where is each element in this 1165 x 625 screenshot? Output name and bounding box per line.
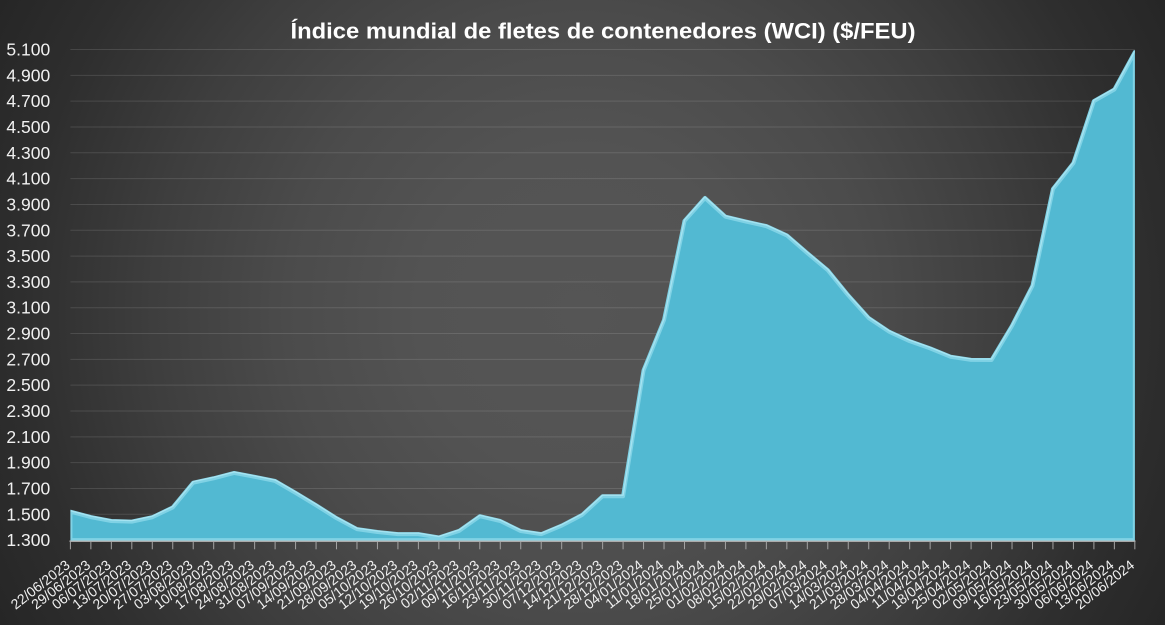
svg-text:4.100: 4.100 [6, 169, 50, 189]
svg-text:2.300: 2.300 [6, 401, 50, 421]
svg-text:1.500: 1.500 [6, 504, 50, 524]
svg-text:4.900: 4.900 [6, 65, 50, 85]
svg-text:3.300: 3.300 [6, 272, 50, 292]
svg-text:2.100: 2.100 [6, 427, 50, 447]
svg-text:4.300: 4.300 [6, 143, 50, 163]
svg-text:3.900: 3.900 [6, 194, 50, 214]
svg-text:4.700: 4.700 [6, 91, 50, 111]
svg-text:4.500: 4.500 [6, 117, 50, 137]
svg-text:1.700: 1.700 [6, 478, 50, 498]
svg-text:5.100: 5.100 [6, 40, 50, 60]
svg-text:3.100: 3.100 [6, 298, 50, 318]
svg-text:1.300: 1.300 [6, 530, 50, 550]
svg-text:3.500: 3.500 [6, 246, 50, 266]
svg-text:2.500: 2.500 [6, 375, 50, 395]
svg-text:Índice mundial de fletes de co: Índice mundial de fletes de contenedores… [291, 18, 916, 43]
svg-text:2.700: 2.700 [6, 349, 50, 369]
svg-text:3.700: 3.700 [6, 220, 50, 240]
svg-text:2.900: 2.900 [6, 324, 50, 344]
svg-text:1.900: 1.900 [6, 453, 50, 473]
